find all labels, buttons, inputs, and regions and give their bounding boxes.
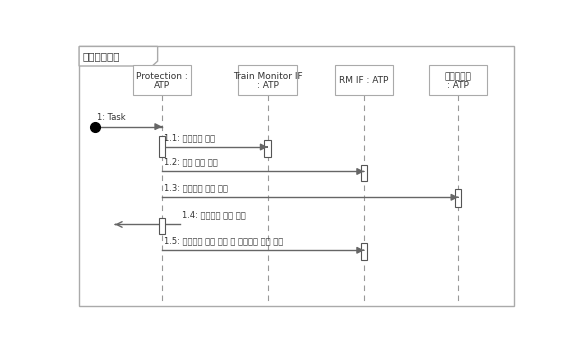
Bar xyxy=(159,136,165,156)
Bar xyxy=(239,65,296,95)
Bar xyxy=(455,189,461,207)
Bar xyxy=(159,218,165,234)
Text: 1.3: 방호설정 상태 확인: 1.3: 방호설정 상태 확인 xyxy=(164,184,228,192)
Text: 리소스관리: 리소스관리 xyxy=(445,72,472,81)
Text: ATP: ATP xyxy=(154,81,170,90)
Text: 1: Task: 1: Task xyxy=(97,113,126,122)
Text: 1.2: 지상 장애 확인: 1.2: 지상 장애 확인 xyxy=(164,157,218,167)
Polygon shape xyxy=(79,47,157,66)
Bar xyxy=(133,65,191,95)
Bar xyxy=(361,244,367,260)
Text: 1.5: 방호구간 설정 판단 시 방호구간 설정 요구: 1.5: 방호구간 설정 판단 시 방호구간 설정 요구 xyxy=(164,237,284,245)
Text: Protection :: Protection : xyxy=(136,72,188,81)
Text: 1.4: 방호구간 설정 판단: 1.4: 방호구간 설정 판단 xyxy=(182,211,246,220)
Text: Train Monitor IF: Train Monitor IF xyxy=(233,72,302,81)
Text: RM IF : ATP: RM IF : ATP xyxy=(339,76,389,85)
Bar xyxy=(429,65,488,95)
Text: 방호구간설정: 방호구간설정 xyxy=(83,51,120,61)
Bar xyxy=(361,164,367,181)
Text: : ATP: : ATP xyxy=(256,81,278,90)
Bar xyxy=(265,140,271,156)
Text: 1.1: 열차장애 확인: 1.1: 열차장애 확인 xyxy=(164,133,215,142)
Bar xyxy=(335,65,393,95)
Text: : ATP: : ATP xyxy=(448,81,469,90)
